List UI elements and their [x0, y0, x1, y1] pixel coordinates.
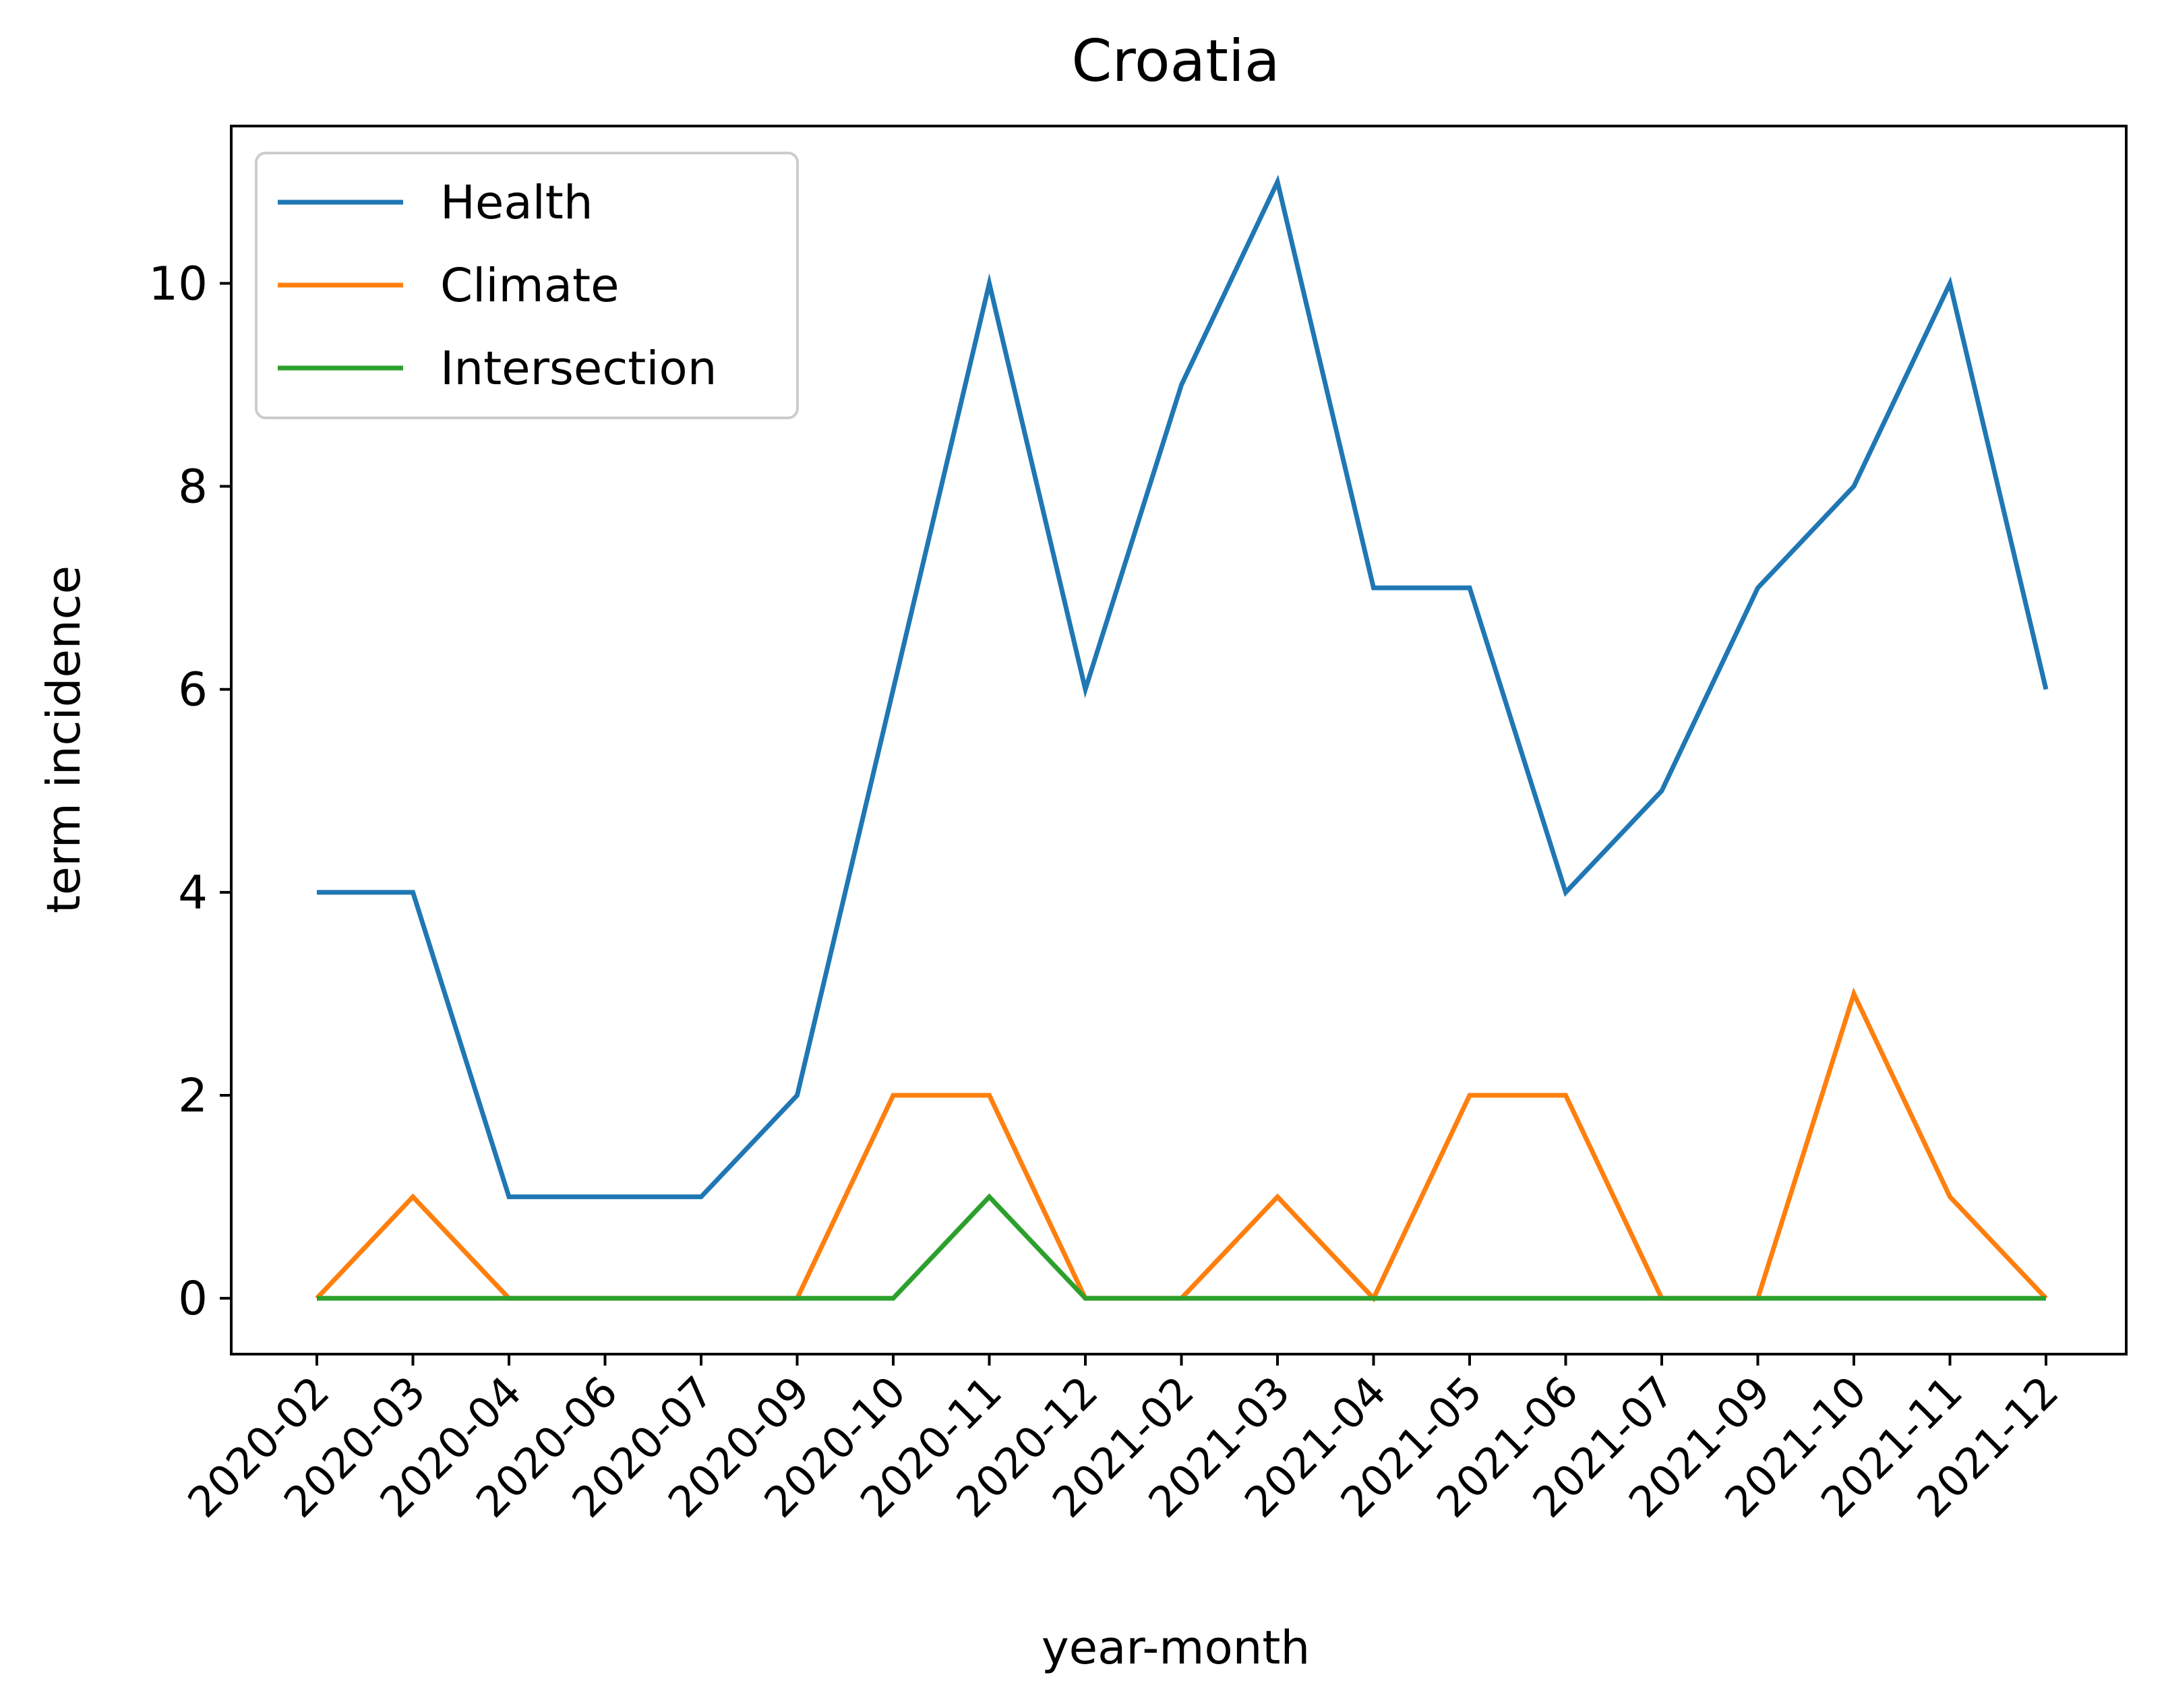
series-line-health	[317, 175, 2049, 1200]
plot-area	[315, 175, 2049, 1303]
x-axis-label: year-month	[1042, 1621, 1310, 1675]
legend-box	[255, 152, 799, 419]
y-tick-label: 10	[148, 257, 208, 311]
y-tick-label: 6	[178, 663, 208, 717]
legend-label: Intersection	[440, 342, 717, 396]
legend-label: Health	[440, 176, 593, 230]
y-tick-label: 4	[178, 866, 208, 920]
series-line-intersection	[317, 1193, 2046, 1301]
chart-title: Croatia	[1071, 28, 1280, 95]
legend-items: Health Climate Intersection	[278, 176, 717, 396]
y-axis: 0 2 4 6 8 10	[148, 257, 231, 1326]
legend: Health Climate Intersection	[255, 152, 799, 419]
y-tick-label: 2	[178, 1069, 208, 1123]
y-tick-label: 0	[178, 1272, 208, 1326]
legend-label: Climate	[440, 259, 620, 313]
y-axis-label: term incidence	[37, 566, 91, 913]
plot-frame	[230, 125, 2128, 1355]
y-tick-label: 8	[178, 460, 208, 514]
